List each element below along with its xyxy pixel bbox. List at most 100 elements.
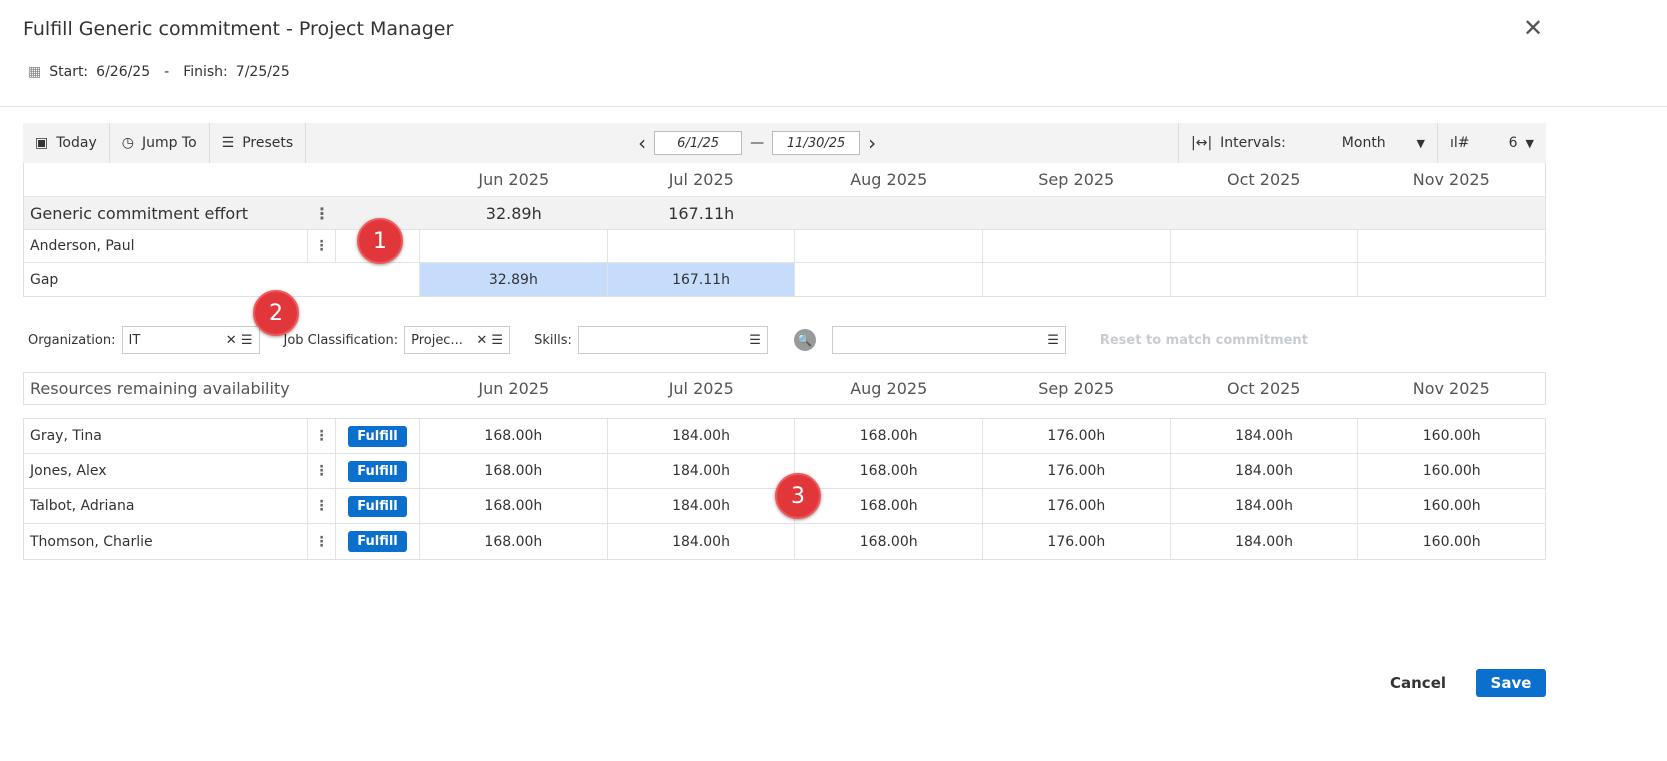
availability-cell: 160.00h [1422, 463, 1481, 479]
today-label: Today [56, 135, 97, 151]
search-icon[interactable]: 🔍 [793, 329, 816, 351]
gap-label: Gap [24, 263, 420, 296]
save-button[interactable]: Save [1476, 669, 1546, 697]
organization-field[interactable]: IT ✕ ☰ [121, 326, 260, 354]
date-separator: - [164, 64, 170, 80]
clear-icon[interactable]: ✕ [225, 332, 237, 348]
finish-value: 7/25/25 [235, 64, 290, 80]
sliders-icon: ☰ [221, 135, 235, 151]
close-icon[interactable]: ✕ [1523, 14, 1544, 42]
month-header: Aug 2025 [850, 170, 928, 189]
resource-name: Jones, Alex [24, 454, 308, 488]
gap-value [1358, 263, 1545, 296]
more-options-icon[interactable]: ⋮ [308, 419, 336, 453]
fulfill-button[interactable]: Fulfill [348, 460, 407, 482]
fulfill-button[interactable]: Fulfill [348, 425, 407, 447]
reset-button[interactable]: Reset to match commitment [1099, 332, 1308, 348]
clear-icon[interactable]: ✕ [476, 332, 488, 348]
effort-cell[interactable] [420, 230, 608, 262]
dropdown-icon: ▼ [1416, 136, 1425, 150]
cancel-button[interactable]: Cancel [1390, 674, 1447, 692]
search-field[interactable]: ☰ [831, 326, 1066, 354]
callout-badge: 3 [775, 473, 821, 519]
month-header: Nov 2025 [1412, 170, 1490, 189]
effort-cell[interactable] [1358, 230, 1545, 262]
list-icon[interactable]: ☰ [749, 332, 761, 348]
jump-to-button[interactable]: ◷ Jump To [110, 123, 210, 163]
availability-cell: 184.00h [1171, 454, 1359, 488]
from-date-input[interactable]: 6/1/25 [654, 131, 743, 155]
availability-cell: 160.00h [1422, 533, 1481, 550]
divider [0, 106, 1667, 107]
more-options-icon[interactable]: ⋮ [308, 524, 336, 559]
columns-select[interactable]: ıl# 6 ▼ [1438, 123, 1546, 163]
effort-cell[interactable] [795, 230, 984, 262]
to-date-input[interactable]: 11/30/25 [772, 131, 861, 155]
list-icon[interactable]: ☰ [1047, 332, 1059, 348]
jump-to-label: Jump To [141, 135, 197, 151]
availability-cell: 184.00h [608, 454, 796, 488]
job-classification-label: Job Classification: [283, 332, 399, 348]
presets-button[interactable]: ☰ Presets [210, 123, 307, 163]
chart-columns-icon: ıl# [1450, 135, 1470, 151]
availability-cell: 184.00h [1171, 489, 1359, 523]
month-header: Sep 2025 [1038, 379, 1115, 398]
gap-value [795, 263, 984, 296]
presets-label: Presets [242, 135, 294, 151]
month-header: Oct 2025 [1227, 379, 1301, 398]
availability-cell: 168.00h [420, 454, 608, 488]
month-header-row: Jun 2025 Jul 2025 Aug 2025 Sep 2025 Oct … [24, 163, 1545, 197]
commitment-value [795, 197, 983, 229]
job-classification-field[interactable]: Projec... ✕ ☰ [404, 326, 511, 354]
availability-cell: 176.00h [983, 524, 1171, 559]
list-icon[interactable]: ☰ [491, 332, 504, 348]
month-header: Jul 2025 [668, 379, 734, 398]
more-options-icon[interactable]: ⋮ [314, 203, 330, 223]
skills-field[interactable]: ☰ [577, 326, 768, 354]
intervals-select[interactable]: |↔| Intervals: Month ▼ [1178, 123, 1438, 163]
resource-name: Thomson, Charlie [24, 524, 308, 559]
today-button[interactable]: ▣ Today [23, 123, 110, 163]
availability-cell: 168.00h [795, 419, 984, 453]
month-header: Oct 2025 [1227, 170, 1301, 189]
availability-cell: 184.00h [1171, 524, 1359, 559]
dialog-title: Fulfill Generic commitment - Project Man… [23, 18, 454, 40]
resource-row: Gray, Tina ⋮ Fulfill 168.00h 184.00h 168.00… [24, 419, 1545, 454]
commitment-grid: Jun 2025 Jul 2025 Aug 2025 Sep 2025 Oct … [23, 163, 1546, 297]
fulfill-button[interactable]: Fulfill [348, 495, 407, 517]
commitment-value: 167.11h [668, 203, 735, 223]
effort-cell[interactable] [1171, 230, 1359, 262]
list-icon[interactable]: ☰ [240, 332, 253, 348]
resource-name: Gray, Tina [24, 419, 308, 453]
calendar-icon: ▦ [28, 64, 42, 80]
timeline-toolbar: ▣ Today ◷ Jump To ☰ Presets ‹ 6/1/25 — 11/3… [23, 123, 1546, 163]
dropdown-icon: ▼ [1525, 136, 1534, 150]
effort-cell[interactable] [608, 230, 796, 262]
columns-value: 6 [1508, 135, 1518, 151]
fulfill-button[interactable]: Fulfill [348, 531, 407, 552]
month-header: Jul 2025 [668, 170, 734, 189]
finish-label: Finish: [183, 64, 228, 80]
availability-cell: 168.00h [420, 419, 608, 453]
more-options-icon[interactable]: ⋮ [308, 230, 336, 262]
availability-cell: 176.00h [983, 454, 1171, 488]
more-options-icon[interactable]: ⋮ [308, 489, 336, 523]
effort-cell[interactable] [983, 230, 1171, 262]
availability-cell: 176.00h [983, 419, 1171, 453]
availability-cell: 160.00h [1422, 428, 1481, 444]
availability-cell: 176.00h [983, 489, 1171, 523]
next-period-icon[interactable]: › [868, 131, 877, 155]
gap-value: 32.89h [420, 263, 608, 296]
interval-width-icon: |↔| [1191, 135, 1213, 151]
availability-cell: 184.00h [1171, 419, 1359, 453]
calendar-icon: ▣ [35, 135, 49, 151]
clock-icon: ◷ [121, 135, 134, 151]
commitment-value: 32.89h [485, 203, 542, 223]
organization-label: Organization: [28, 332, 116, 348]
prev-period-icon[interactable]: ‹ [638, 131, 647, 155]
availability-cell: 168.00h [795, 524, 984, 559]
more-options-icon[interactable]: ⋮ [308, 454, 336, 488]
action-cell [336, 230, 420, 262]
callout-badge: 1 [357, 218, 403, 264]
commitment-value [983, 197, 1171, 229]
